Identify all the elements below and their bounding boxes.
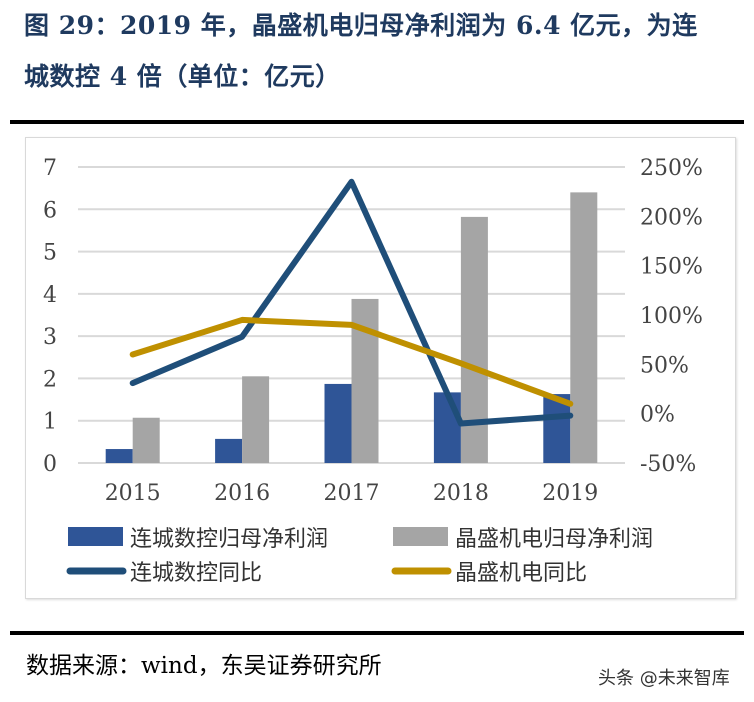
source-note: 数据来源：wind，东吴证券研究所 xyxy=(26,653,382,679)
bar-lcsk xyxy=(215,438,243,463)
figure-title-line1: 图 29：2019 年，晶盛机电归母净利润为 6.4 亿元，为连 xyxy=(24,11,698,40)
x-tick-label: 2016 xyxy=(214,481,270,506)
legend-label: 晶盛机电同比 xyxy=(455,561,587,586)
legend-label: 连城数控归母净利润 xyxy=(130,527,328,552)
right-tick-label: 100% xyxy=(640,304,703,329)
bar-jsme xyxy=(242,376,270,463)
right-tick-label: 250% xyxy=(640,156,703,181)
chart-frame xyxy=(25,137,736,599)
bottom-rule xyxy=(10,631,744,635)
left-tick-label: 2 xyxy=(43,367,57,392)
bar-lcsk xyxy=(543,394,571,463)
figure-title-line2: 城数控 4 倍（单位：亿元） xyxy=(24,62,341,91)
top-rule xyxy=(10,120,744,124)
left-tick-label: 6 xyxy=(43,198,57,223)
x-tick-label: 2015 xyxy=(105,481,161,506)
right-tick-label: 0% xyxy=(640,403,675,428)
right-tick-label: -50% xyxy=(640,452,696,477)
right-tick-label: 200% xyxy=(640,205,703,230)
left-tick-label: 7 xyxy=(43,156,57,181)
right-tick-label: 50% xyxy=(640,353,689,378)
legend-label: 连城数控同比 xyxy=(130,561,262,586)
left-tick-label: 5 xyxy=(43,241,57,266)
legend-label: 晶盛机电归母净利润 xyxy=(455,527,653,552)
bar-jsme xyxy=(570,192,598,463)
bar-lcsk xyxy=(324,383,352,463)
x-tick-label: 2018 xyxy=(433,481,489,506)
legend-swatch xyxy=(68,527,123,546)
left-tick-label: 3 xyxy=(43,325,57,350)
legend-swatch xyxy=(393,527,448,546)
watermark: 头条 @未来智库 xyxy=(598,668,730,689)
bar-lcsk xyxy=(105,449,133,463)
bar-jsme xyxy=(132,417,160,463)
left-tick-label: 0 xyxy=(43,452,57,477)
x-tick-label: 2017 xyxy=(324,481,380,506)
left-tick-label: 4 xyxy=(43,283,57,308)
right-tick-label: 150% xyxy=(640,255,703,280)
left-tick-label: 1 xyxy=(43,410,57,435)
bar-lcsk xyxy=(433,392,461,463)
x-tick-label: 2019 xyxy=(542,481,598,506)
